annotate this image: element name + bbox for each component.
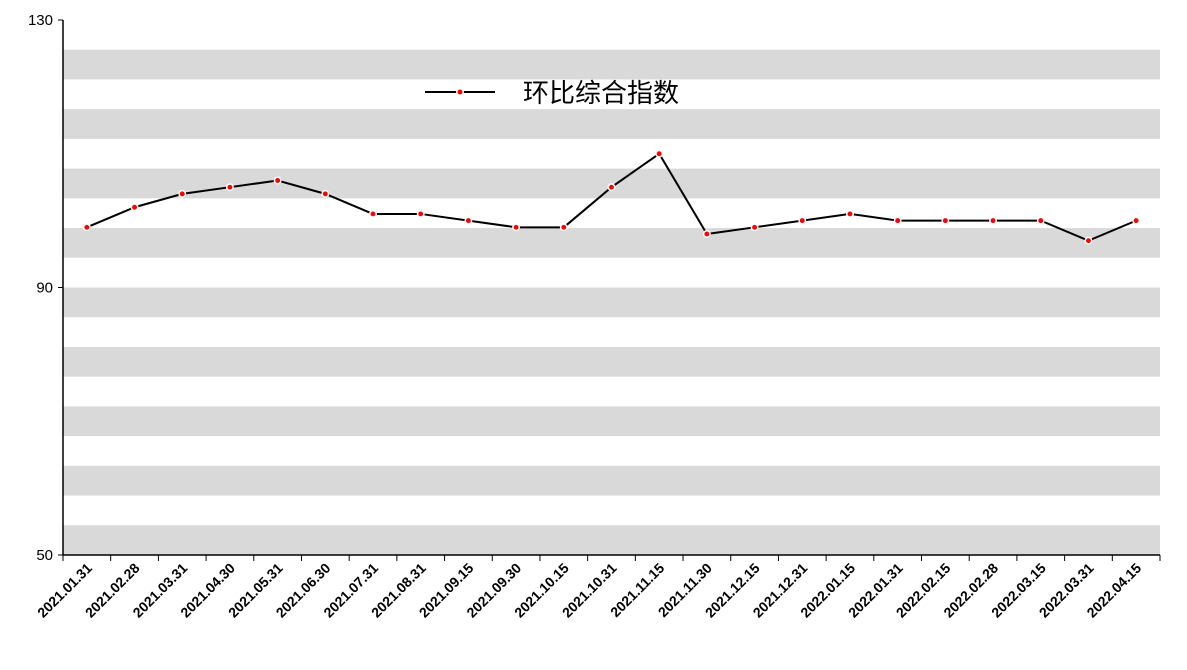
data-point <box>989 216 998 225</box>
background-band <box>63 228 1160 258</box>
data-point <box>369 209 377 218</box>
data-point <box>82 223 91 232</box>
data-point <box>607 183 616 192</box>
data-point <box>750 223 759 232</box>
data-point <box>702 230 711 238</box>
data-point <box>130 203 139 212</box>
background-band <box>63 465 1160 496</box>
data-point <box>941 216 950 225</box>
data-point <box>464 216 473 225</box>
y-tick-label: 130 <box>28 12 53 29</box>
data-point <box>416 209 425 218</box>
background-band <box>63 287 1160 318</box>
data-point <box>178 189 187 198</box>
data-point <box>225 183 234 192</box>
background-band <box>63 109 1160 139</box>
data-point <box>321 189 330 198</box>
data-point <box>1132 216 1141 225</box>
data-point <box>893 216 902 225</box>
data-point <box>798 216 807 225</box>
data-point <box>1084 236 1093 245</box>
data-point <box>1036 216 1045 225</box>
y-tick-label: 90 <box>36 280 53 297</box>
legend-marker <box>456 88 464 96</box>
legend-label: 环比综合指数 <box>523 78 679 108</box>
data-point <box>512 223 521 232</box>
data-point <box>273 176 282 185</box>
data-point <box>655 149 664 158</box>
background-band <box>63 406 1160 437</box>
background-band <box>63 346 1160 377</box>
data-point <box>846 209 854 218</box>
y-tick-label: 50 <box>36 547 53 564</box>
background-band <box>63 525 1160 555</box>
data-point <box>559 223 568 232</box>
background-band <box>63 49 1160 80</box>
